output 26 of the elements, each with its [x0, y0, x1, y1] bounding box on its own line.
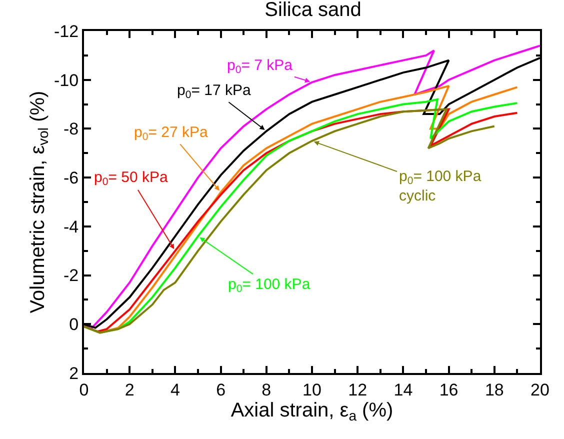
x-tick-label: 8	[262, 380, 272, 400]
x-tick-label: 16	[439, 380, 458, 400]
y-tick-label: -6	[63, 168, 79, 188]
x-tick-label: 18	[484, 380, 504, 400]
x-tick-label: 4	[170, 380, 180, 400]
text: p$_{0}$= 50 kPa	[94, 169, 168, 188]
y-tick-label: -2	[63, 266, 79, 286]
x-tick-label: 12	[348, 380, 368, 400]
x-tick-label: 20	[530, 380, 550, 400]
x-tick-label: 2	[124, 380, 134, 400]
x-axis-title: Axial strain, ε$_{a}$ (%)	[230, 399, 394, 424]
chart-title: Silica sand	[264, 0, 362, 22]
x-tick-label: 6	[216, 380, 226, 400]
text: p$_{0}$= 27 kPa	[134, 124, 208, 144]
y-tick-label: -10	[54, 70, 79, 90]
x-tick-label: 10	[302, 380, 322, 400]
y-tick-label: 2	[69, 364, 79, 383]
y-tick-label: -8	[63, 120, 79, 139]
text: p$_{0}$= 100 kPa	[228, 276, 311, 296]
text: p$_{0}$= 17 kPa	[177, 82, 252, 102]
y-tick-label: -12	[54, 22, 79, 41]
x-tick-label: 14	[394, 380, 413, 400]
text: p$_{0}$= 100 kPa cyclic	[399, 168, 482, 204]
y-tick-label: 0	[69, 315, 79, 334]
series-label: p$_{0}$= 7 kPa	[227, 57, 294, 76]
y-tick-label: -4	[63, 217, 79, 236]
